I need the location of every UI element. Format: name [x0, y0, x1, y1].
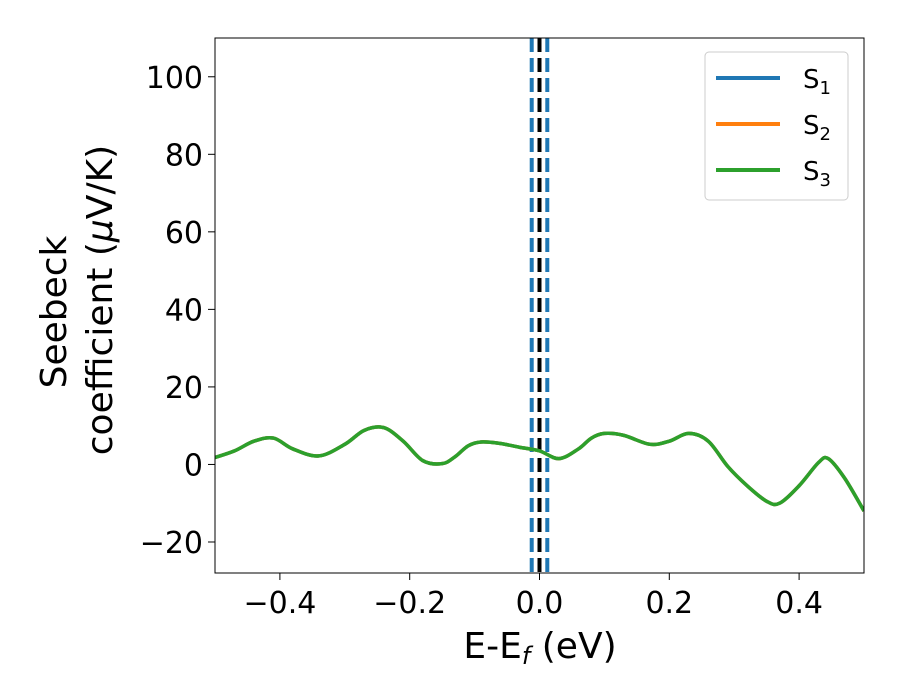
y-axis-label-mu: μ	[80, 219, 121, 243]
x-axis-label-main: E-E	[463, 626, 521, 667]
y-tick-label: 20	[165, 371, 203, 406]
x-axis-label: E-Ef (eV)	[463, 626, 616, 670]
legend-label-name: S	[803, 111, 820, 141]
y-axis-label-unit: V/K)	[80, 145, 121, 219]
x-tick-label: −0.4	[243, 586, 316, 621]
y-tick-label: 80	[165, 138, 203, 173]
y-axis-label-line1: Seebeck	[34, 235, 75, 388]
legend-label-name: S	[803, 65, 820, 95]
x-tick-label: −0.2	[373, 586, 446, 621]
y-tick-label: 40	[165, 293, 203, 328]
x-axis-ticks: −0.4 −0.2 0.0 0.2 0.4	[243, 573, 823, 621]
x-tick-label: 0.4	[775, 586, 823, 621]
legend-label-name: S	[803, 157, 820, 187]
series-lines	[215, 425, 864, 512]
y-axis-label-line2: coefficient (μV/K)	[80, 145, 121, 455]
legend-label: S1	[803, 65, 831, 99]
x-axis-label-suffix: (eV)	[530, 626, 616, 667]
legend-label-subscript: 2	[820, 124, 831, 145]
y-tick-label: 60	[165, 216, 203, 251]
y-tick-label: 0	[184, 448, 203, 483]
legend-label-subscript: 3	[820, 170, 831, 191]
y-tick-label: −20	[140, 526, 203, 561]
x-tick-label: 0.2	[645, 586, 693, 621]
series-line-S3	[215, 425, 864, 512]
legend-label: S3	[803, 157, 831, 191]
y-axis-label-prefix: coefficient (	[80, 242, 121, 455]
y-axis-ticks: −20 0 20 40 60 80 100	[140, 61, 215, 561]
vertical-lines	[529, 38, 550, 573]
legend-label-subscript: 1	[820, 78, 831, 99]
x-tick-label: 0.0	[516, 586, 564, 621]
legend-label: S2	[803, 111, 831, 145]
y-tick-label: 100	[146, 61, 203, 96]
